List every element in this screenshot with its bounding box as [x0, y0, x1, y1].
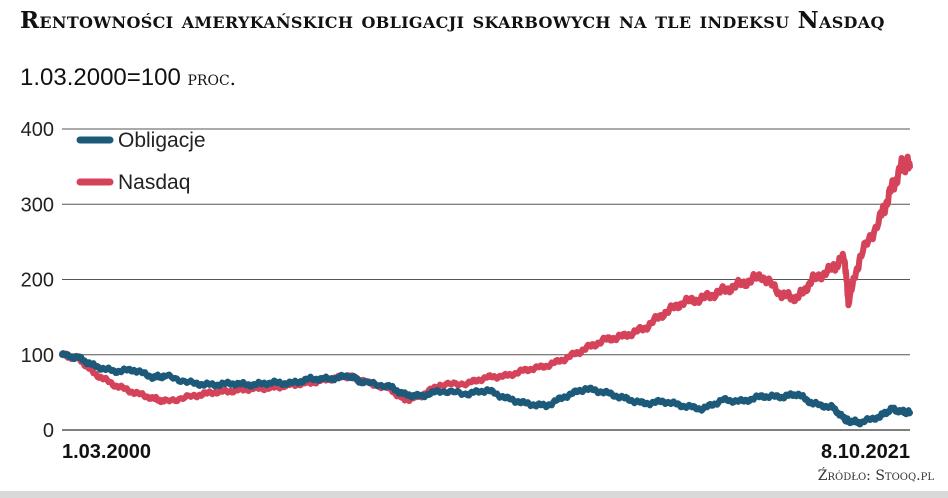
legend-label-obligacje: Obligacje	[118, 129, 206, 152]
y-tick-label-200: 200	[21, 270, 54, 292]
chart-subtitle: 1.03.2000=100 proc.	[20, 64, 236, 92]
series-lines	[59, 153, 913, 428]
series-line-obligacje	[59, 350, 913, 428]
series-line-nasdaq	[59, 153, 913, 406]
y-axis-ticks: 0 100 200 300 400	[21, 119, 54, 442]
x-tick-label-start: 1.03.2000	[62, 441, 151, 463]
legend-label-nasdaq: Nasdaq	[118, 171, 190, 194]
legend: Obligacje Nasdaq	[76, 129, 206, 194]
subtitle-base: 1.03.2000=100	[20, 64, 181, 91]
subtitle-unit: proc.	[187, 66, 237, 90]
y-tick-label-300: 300	[21, 194, 54, 216]
source-note: Źródło: Stooq.pl	[817, 468, 934, 484]
y-tick-label-0: 0	[43, 420, 54, 442]
x-tick-label-end: 8.10.2021	[821, 441, 910, 463]
bottom-divider	[0, 491, 948, 498]
y-tick-label-400: 400	[21, 119, 54, 141]
chart-title: Rentowności amerykańskich obligacji skar…	[20, 7, 885, 34]
y-tick-label-100: 100	[21, 345, 54, 367]
x-axis-ticks: 1.03.2000 8.10.2021	[62, 441, 910, 463]
